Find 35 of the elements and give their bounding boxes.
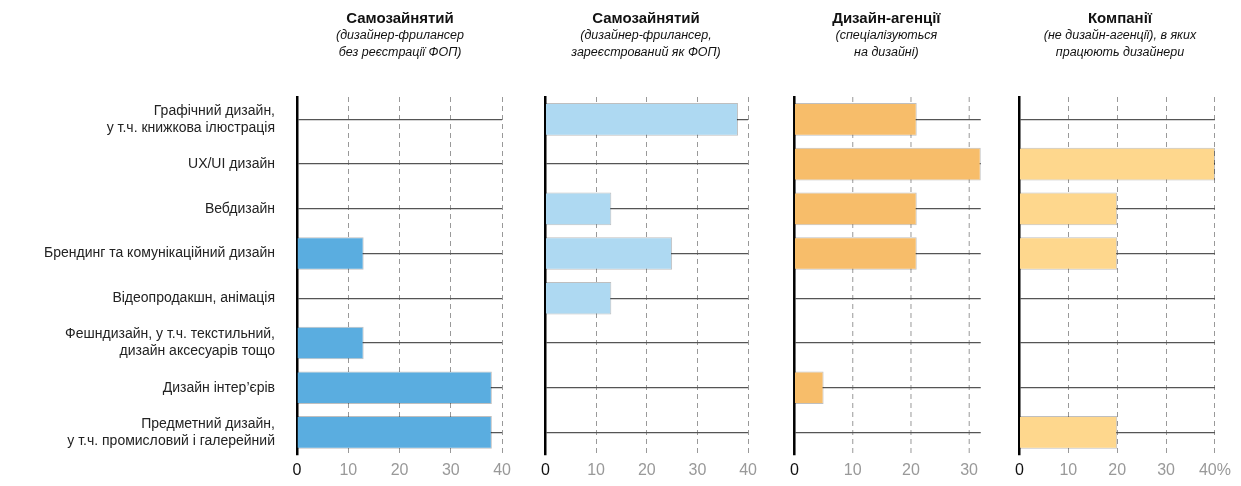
x-tick-label: 10 <box>587 460 606 478</box>
x-tick-label: 30 <box>1157 460 1176 478</box>
x-tick-label: 20 <box>637 460 656 478</box>
x-tick-label: 30 <box>441 460 460 478</box>
chart-subtitle: (дизайнер-фрилансер без реєстрації ФОП) <box>335 27 465 61</box>
chart-title: Самозайнятий <box>345 8 455 27</box>
x-tick-label: 30 <box>960 459 979 478</box>
chart-subtitle: (спеціалізуються на дизайні) <box>834 27 939 61</box>
x-tick-label: 10 <box>339 460 358 478</box>
x-tick-label: 20 <box>901 459 920 478</box>
y-tick-label: Відеопродакшн, анімація <box>112 289 275 306</box>
x-tick-label: 30 <box>688 460 707 478</box>
chart-subtitle: (не дизайн-агенції), в яких працюють дизайнери <box>1042 27 1198 61</box>
y-tick-label: Графічний дизайн, у т.ч. книжкова ілюстрація <box>106 101 275 135</box>
y-tick-label: Предметний дизайн, у т.ч. промисловий і галерейний <box>67 414 275 448</box>
x-tick-label: 40 <box>739 460 758 478</box>
x-tick-label: 10 <box>843 459 862 478</box>
y-tick-label: Фешндизайн, у т.ч. текстильний, дизайн аксесуарів тощо <box>65 325 276 359</box>
x-tick-label: 40% <box>1198 460 1231 478</box>
chart-title: Дизайн-агенції <box>831 8 942 27</box>
chart-title: Компанії <box>1086 8 1154 27</box>
x-tick-label: 20 <box>390 460 409 478</box>
x-tick-label: 0 <box>1015 460 1024 478</box>
x-tick-label: 10 <box>1059 460 1078 478</box>
x-tick-label: 0 <box>292 460 302 478</box>
y-tick-label: Брендинг та комунікаційний дизайн <box>43 244 275 261</box>
y-tick-label: Дизайн інтер’єрів <box>162 378 275 395</box>
chart-title: Самозайнятий <box>591 8 701 27</box>
x-tick-label: 20 <box>1108 460 1127 478</box>
x-tick-label: 0 <box>541 460 550 478</box>
chart-subtitle: (дизайнер-фрилансер, зареєстрований як ФОП) <box>570 27 722 61</box>
y-tick-label: Вебдизайн <box>204 199 275 216</box>
x-tick-label: 0 <box>790 459 800 478</box>
x-tick-label: 40 <box>493 460 512 478</box>
y-tick-label: UX/UI дизайн <box>188 154 275 171</box>
